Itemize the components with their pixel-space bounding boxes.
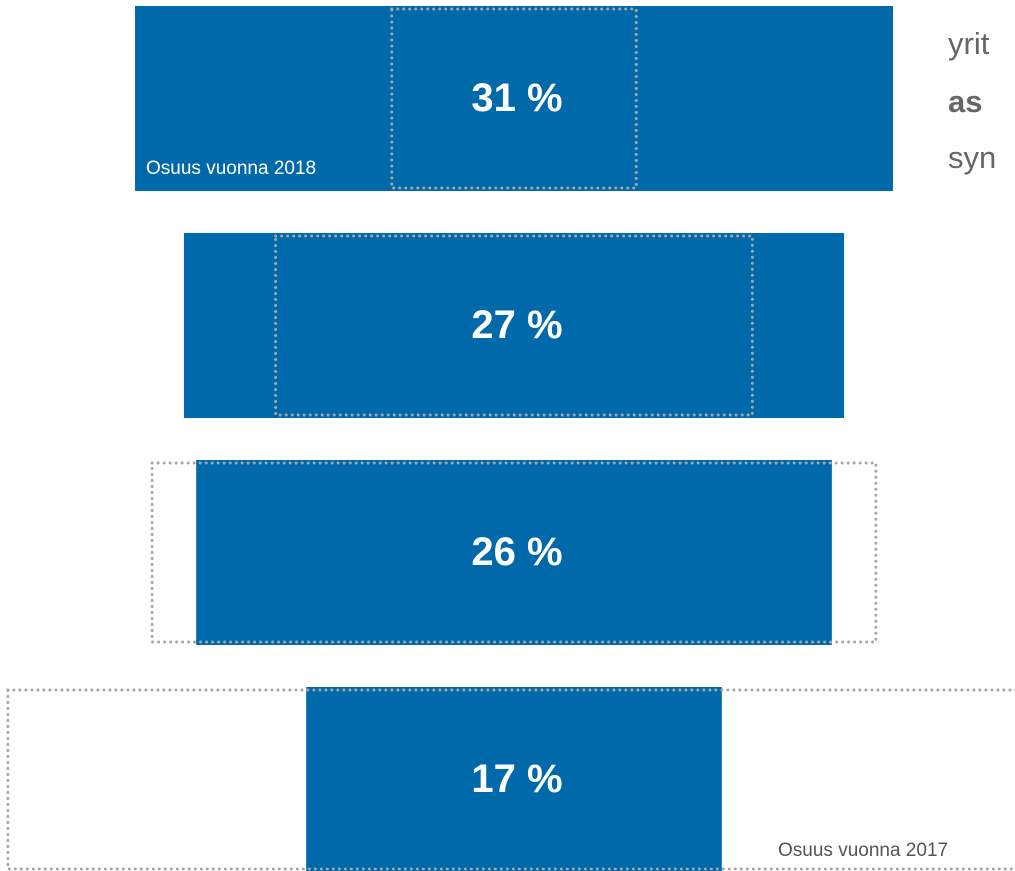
previous-year-box bbox=[6, 688, 1015, 871]
side-text: syn bbox=[948, 140, 996, 175]
series-label: Osuus vuonna 2018 bbox=[146, 158, 316, 179]
bar bbox=[135, 6, 893, 191]
series-label: Osuus vuonna 2017 bbox=[778, 840, 948, 861]
side-text: yrit bbox=[948, 26, 990, 61]
side-text: as bbox=[948, 84, 982, 119]
bar bbox=[306, 687, 722, 871]
previous-year-box bbox=[150, 461, 878, 644]
value-label: 17 % bbox=[471, 757, 562, 801]
bar bbox=[196, 460, 832, 645]
bar bbox=[183, 233, 845, 418]
value-label: 31 % bbox=[471, 76, 562, 120]
previous-year-box bbox=[274, 234, 754, 417]
previous-year-box bbox=[390, 7, 638, 190]
value-label: 26 % bbox=[471, 530, 562, 574]
value-label: 27 % bbox=[471, 303, 562, 347]
